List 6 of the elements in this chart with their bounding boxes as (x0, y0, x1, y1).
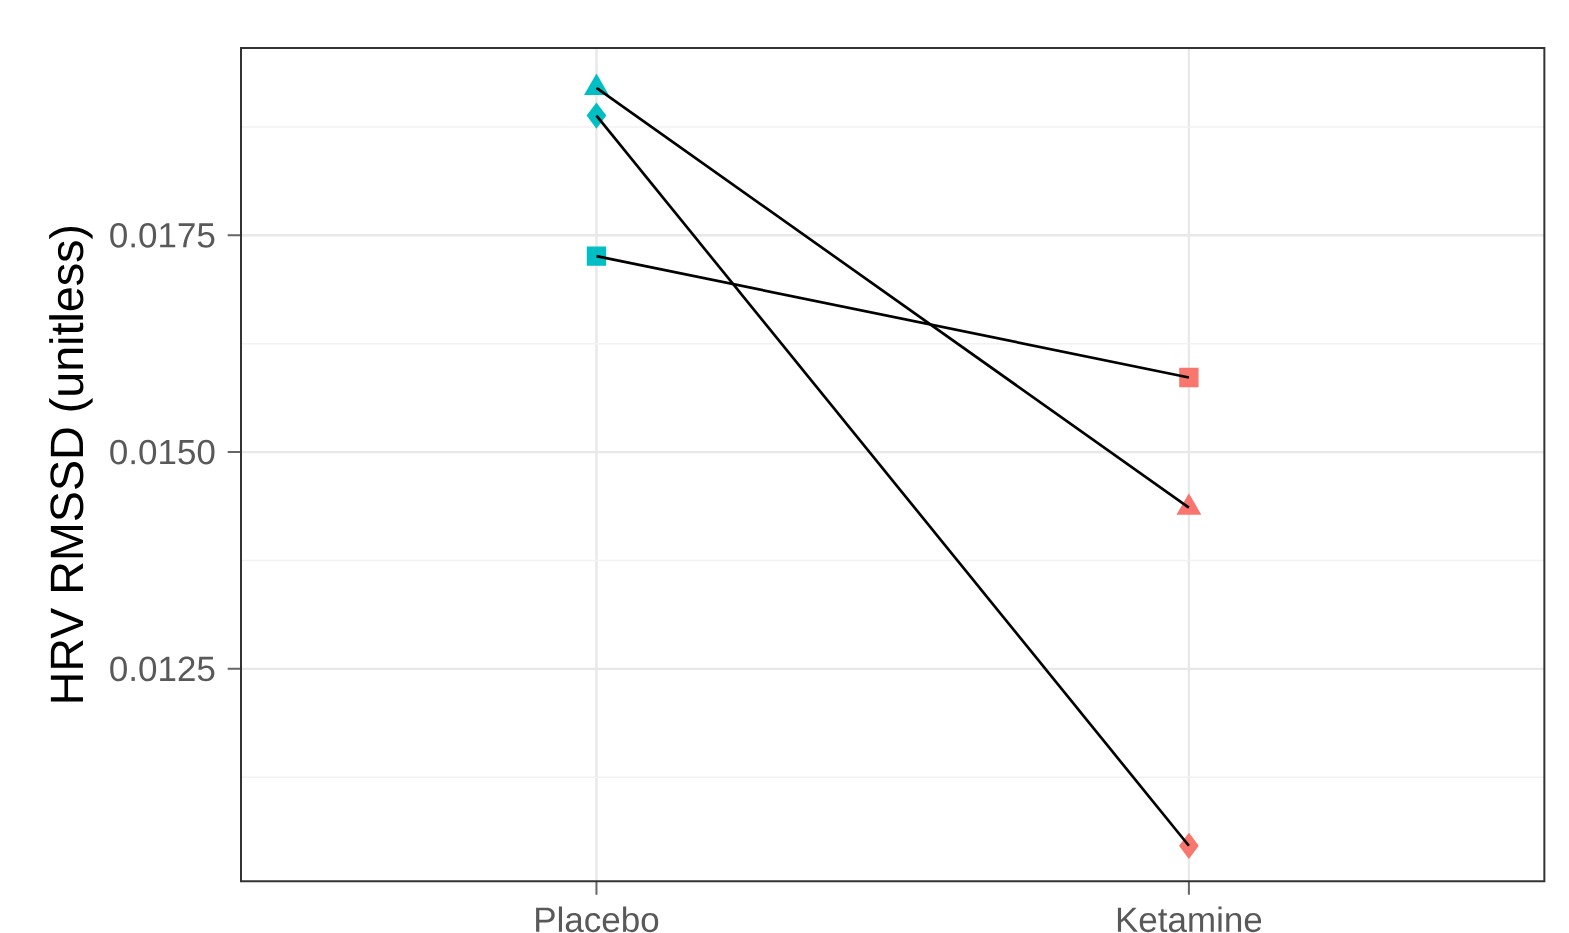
y-tick-label: 0.0150 (110, 439, 215, 465)
y-tick-label: 0.0125 (110, 656, 215, 682)
x-tick-label: Placebo (536, 906, 659, 933)
y-axis-title: HRV RMSSD (unitless) (49, 226, 93, 702)
x-tick-label: Ketamine (1117, 906, 1262, 933)
y-tick-label: 0.0175 (110, 222, 215, 248)
